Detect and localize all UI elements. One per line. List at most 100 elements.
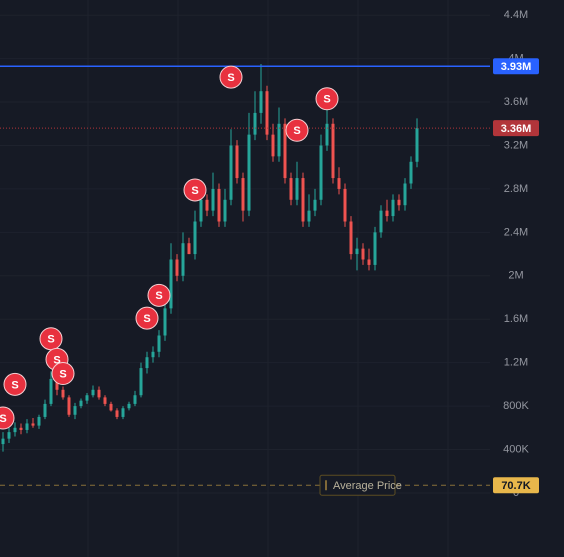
sell-marker: S (315, 87, 339, 111)
candle-body (133, 395, 137, 404)
candle-body (331, 123, 335, 179)
candle-body (37, 416, 41, 426)
sell-marker: S (3, 372, 27, 396)
candle-body (49, 378, 53, 404)
sell-marker-circle (315, 87, 339, 111)
candle-body (253, 112, 257, 135)
candle-body (31, 423, 35, 426)
sell-marker-label: S (59, 368, 66, 380)
candle-body (7, 432, 11, 439)
sell-marker-circle (51, 362, 75, 386)
sell-marker-label: S (191, 185, 198, 197)
candle-body (67, 397, 71, 415)
candle-body (307, 210, 311, 222)
sell-marker-circle (3, 372, 27, 396)
candle-body (163, 308, 167, 336)
candle-body (367, 259, 371, 265)
sell-marker-label: S (323, 94, 330, 106)
sell-marker-label: S (47, 334, 54, 346)
candle-body (271, 134, 275, 157)
price-label: 3.93M (501, 61, 532, 73)
sell-marker-label: S (293, 125, 300, 137)
price-label-bg (493, 58, 539, 75)
candle-body (103, 397, 107, 404)
sell-marker: S (219, 65, 243, 89)
sell-marker: S (51, 362, 75, 386)
candle-body (247, 134, 251, 211)
candle-body (139, 368, 143, 396)
candle-body (115, 410, 119, 417)
price-label-bg (493, 477, 539, 494)
candle-body (361, 248, 365, 260)
sell-marker-label: S (143, 313, 150, 325)
price-label: 3.36M (501, 123, 532, 135)
candle-body (241, 178, 245, 211)
sell-marker-circle (0, 406, 15, 430)
candle-body (187, 243, 191, 255)
y-tick-label: 400K (503, 443, 529, 455)
y-tick-label: 2.8M (504, 183, 528, 195)
candle-body (73, 406, 77, 415)
candle-body (385, 210, 389, 217)
candle-body (19, 427, 23, 430)
candle-body (373, 232, 377, 265)
sell-marker-label: S (0, 413, 7, 425)
candle-body (121, 408, 125, 417)
candle-body (235, 145, 239, 179)
sell-marker-circle (147, 283, 171, 307)
candle-body (127, 403, 131, 409)
candle-body (91, 389, 95, 396)
price-line-name: Average Price (333, 480, 402, 492)
candle-body (325, 123, 329, 146)
price-label-bg (493, 120, 539, 137)
candle-body (181, 243, 185, 276)
y-tick-label: 2M (508, 270, 523, 282)
y-tick-label: 3.6M (504, 96, 528, 108)
candle-body (43, 403, 47, 417)
sell-marker-circle (285, 118, 309, 142)
candle-body (391, 199, 395, 217)
candle-body (97, 389, 101, 398)
sell-marker: S (135, 306, 159, 330)
candle-body (145, 357, 149, 369)
candle-body (13, 427, 17, 433)
candle-body (151, 351, 155, 358)
y-tick-label: 800K (503, 400, 529, 412)
sell-marker-label: S (11, 379, 18, 391)
price-label: 70.7K (501, 480, 530, 492)
sell-marker-circle (183, 178, 207, 202)
candle-body (283, 123, 287, 179)
candle-body (211, 188, 215, 211)
sell-marker: S (0, 406, 15, 430)
y-tick-label: 3.2M (504, 139, 528, 151)
candle-body (265, 91, 269, 135)
sell-marker-label: S (53, 354, 60, 366)
candle-body (193, 221, 197, 255)
sell-marker: S (147, 283, 171, 307)
candle-body (85, 395, 89, 401)
candle-body (205, 199, 209, 211)
sell-marker-circle (135, 306, 159, 330)
candle-body (25, 423, 29, 430)
candle-body (409, 161, 413, 184)
candle-body (169, 259, 173, 309)
candle-body (259, 91, 263, 113)
candle-body (277, 123, 281, 157)
candle-body (403, 183, 407, 206)
y-tick-label: 1.2M (504, 357, 528, 369)
y-tick-label: 1.6M (504, 313, 528, 325)
candle-body (229, 145, 233, 200)
candle-body (337, 178, 341, 189)
candle-body (157, 335, 161, 352)
candle-body (343, 188, 347, 222)
sell-marker: S (285, 118, 309, 142)
sell-marker-circle (219, 65, 243, 89)
candle-body (217, 188, 221, 222)
sell-marker: S (183, 178, 207, 202)
candle-body (289, 178, 293, 200)
candle-body (199, 199, 203, 222)
candle-body (349, 221, 353, 255)
